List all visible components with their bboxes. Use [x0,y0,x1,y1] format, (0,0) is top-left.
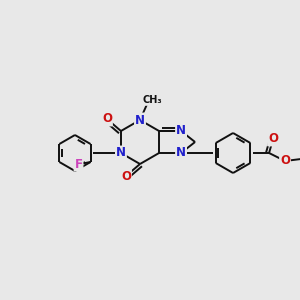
Text: O: O [102,112,112,125]
Text: O: O [121,169,131,182]
Text: N: N [176,124,186,137]
Text: O: O [268,133,278,146]
Text: N: N [116,146,126,160]
Text: CH₃: CH₃ [142,95,162,105]
Text: O: O [280,154,290,167]
Text: N: N [176,146,186,160]
Text: N: N [135,113,145,127]
Text: F: F [74,158,83,170]
